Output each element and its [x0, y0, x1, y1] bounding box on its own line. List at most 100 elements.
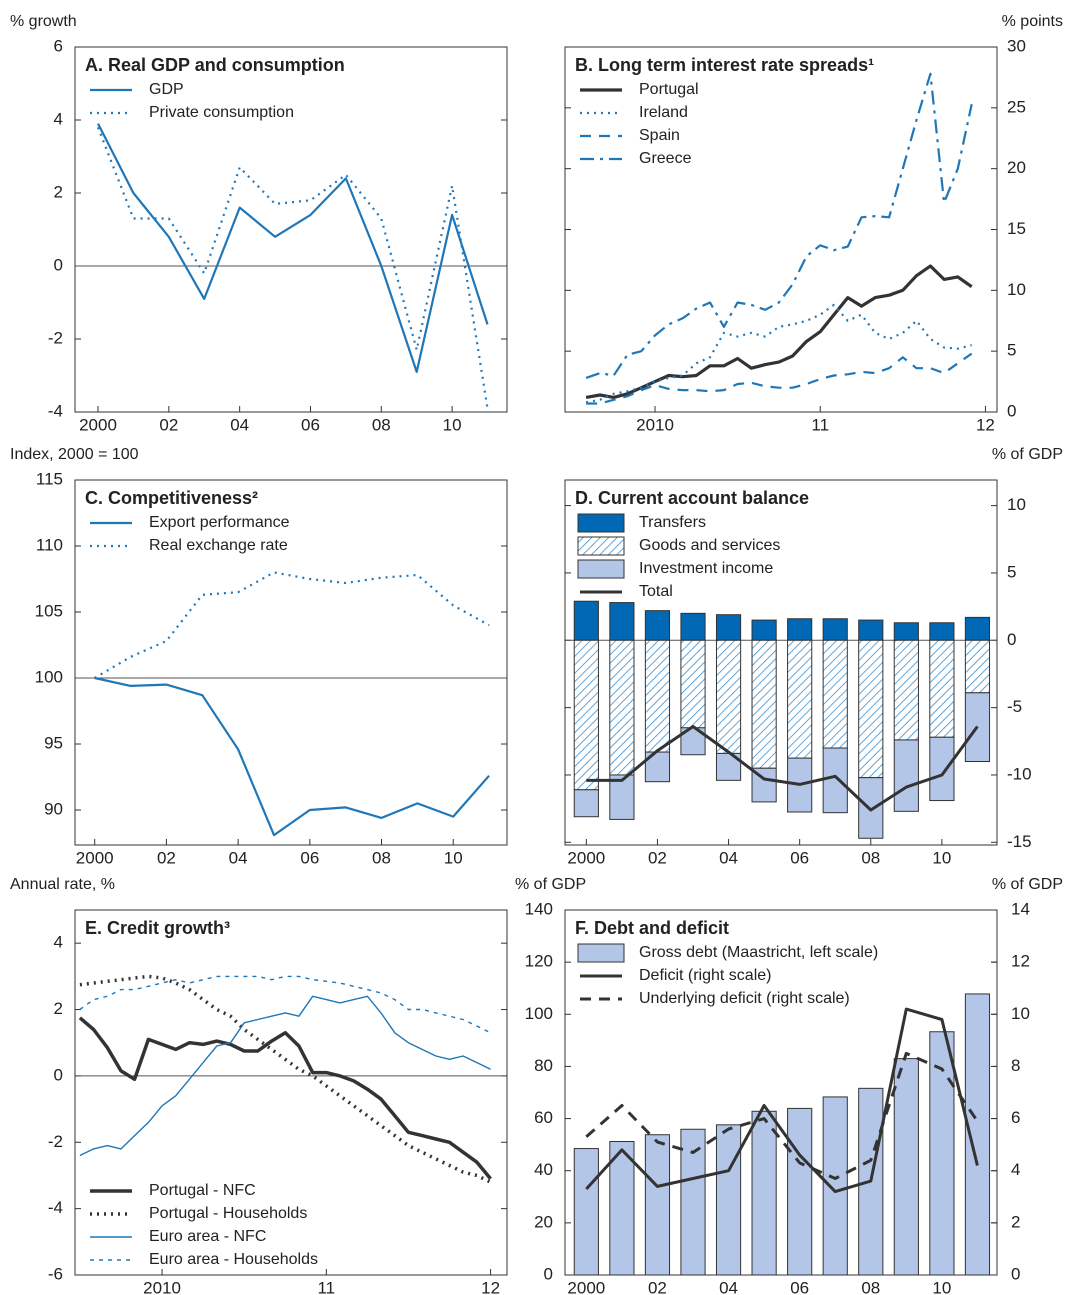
bar — [929, 639, 955, 738]
series-line — [79, 974, 492, 1184]
y-tick-label: -4 — [48, 1198, 63, 1217]
legend-label: Export performance — [149, 514, 290, 531]
legend-label: Deficit (right scale) — [639, 967, 771, 984]
y-tick-label: -6 — [48, 1264, 63, 1283]
y-tick-label: -10 — [1007, 764, 1032, 783]
bar — [751, 619, 777, 641]
bar — [787, 618, 813, 641]
plot-frame — [74, 909, 508, 1276]
x-tick-label: 2000 — [76, 848, 114, 867]
plot-frame — [74, 479, 508, 846]
series-line — [79, 995, 491, 1157]
y-tick-label: -2 — [48, 1132, 63, 1151]
y2-axis-label: % of GDP — [992, 876, 1063, 893]
bar — [644, 639, 671, 753]
x-tick-label: 10 — [444, 848, 463, 867]
series-line — [97, 123, 489, 373]
legend-label: Transfers — [639, 514, 706, 531]
y2-tick-label: 0 — [1011, 1264, 1020, 1283]
plot-frame — [564, 909, 998, 1276]
chart-title: A. Real GDP and consumption — [85, 55, 345, 75]
plot-frame — [564, 46, 998, 413]
bar — [573, 600, 599, 641]
y2-tick-label: 12 — [1011, 952, 1030, 971]
x-tick-label: 10 — [932, 848, 951, 867]
legend-label: Goods and services — [639, 537, 780, 554]
y-tick-label: 20 — [534, 1212, 553, 1231]
bar — [644, 610, 671, 641]
y-tick-label: 140 — [525, 899, 553, 918]
legend-label: Real exchange rate — [149, 537, 288, 554]
x-tick-label: 12 — [976, 415, 995, 434]
y-tick-label: 60 — [534, 1108, 553, 1127]
x-tick-label: 12 — [481, 1278, 500, 1295]
legend-label: Euro area - Households — [149, 1251, 318, 1268]
bar — [858, 639, 884, 779]
y2-tick-label: 10 — [1011, 1004, 1030, 1023]
series-line — [585, 1007, 979, 1194]
bar — [680, 612, 706, 641]
x-tick-label: 11 — [317, 1278, 335, 1295]
legend-label: Private consumption — [149, 104, 294, 121]
x-tick-label: 10 — [443, 415, 462, 434]
bar — [893, 622, 919, 641]
y-tick-label: 10 — [1007, 280, 1026, 299]
bar — [644, 1134, 671, 1276]
bar — [858, 619, 884, 641]
legend-label: Euro area - NFC — [149, 1228, 266, 1245]
x-tick-label: 02 — [157, 848, 176, 867]
y-tick-label: 100 — [35, 667, 63, 686]
bar — [822, 1096, 848, 1276]
bar — [715, 1124, 742, 1276]
y-tick-label: 0 — [54, 255, 63, 274]
y-tick-label: 4 — [54, 109, 63, 128]
y-tick-label: 5 — [1007, 562, 1016, 581]
x-tick-label: 04 — [230, 415, 249, 434]
y-tick-label: 40 — [534, 1160, 553, 1179]
bar — [858, 777, 884, 839]
x-tick-label: 08 — [861, 848, 880, 867]
y-tick-label: 100 — [525, 1004, 553, 1023]
y-tick-label: -15 — [1007, 832, 1032, 851]
x-tick-label: 2000 — [79, 415, 117, 434]
x-tick-label: 2010 — [143, 1278, 181, 1295]
legend-label: Investment income — [639, 560, 773, 577]
y-tick-label: 20 — [1007, 158, 1026, 177]
y-tick-label: 80 — [534, 1056, 553, 1075]
legend-swatch — [577, 943, 625, 963]
y-tick-label: 0 — [1007, 630, 1016, 649]
bar — [929, 622, 955, 641]
legend-label: Ireland — [639, 104, 688, 121]
bar — [787, 639, 813, 759]
legend-label: Portugal - Households — [149, 1205, 307, 1222]
series-line — [585, 72, 973, 379]
bar — [609, 774, 635, 820]
y-tick-label: 5 — [1007, 341, 1016, 360]
y-tick-label: -2 — [48, 328, 63, 347]
x-tick-label: 02 — [159, 415, 178, 434]
bar — [573, 1148, 599, 1276]
y-axis-label: % points — [1002, 13, 1063, 30]
x-tick-label: 11 — [811, 415, 829, 434]
x-tick-label: 06 — [790, 1278, 809, 1295]
bar — [822, 618, 848, 641]
y-axis-label: Annual rate, % — [10, 876, 115, 893]
chart-title: B. Long term interest rate spreads¹ — [575, 55, 874, 75]
legend-label: Spain — [639, 127, 680, 144]
y2-tick-label: 2 — [1011, 1212, 1020, 1231]
bar — [787, 1107, 813, 1276]
x-tick-label: 2010 — [636, 415, 674, 434]
y-tick-label: 110 — [36, 535, 63, 554]
bar — [964, 639, 991, 694]
y2-tick-label: 8 — [1011, 1056, 1020, 1075]
x-tick-label: 02 — [648, 848, 667, 867]
y-tick-label: -5 — [1007, 697, 1022, 716]
x-tick-label: 08 — [861, 1278, 880, 1295]
bar — [893, 739, 919, 812]
bar — [609, 1141, 635, 1276]
y-tick-label: 4 — [54, 933, 63, 952]
y-tick-label: 120 — [525, 952, 553, 971]
x-tick-label: 04 — [719, 1278, 738, 1295]
x-tick-label: 2000 — [567, 1278, 605, 1295]
legend-swatch — [577, 559, 625, 579]
